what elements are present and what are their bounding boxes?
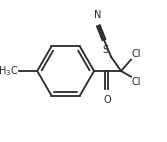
Text: H$_3$C: H$_3$C [0,64,18,78]
Text: Cl: Cl [132,77,141,87]
Text: N: N [94,10,101,20]
Text: O: O [103,95,111,105]
Text: Cl: Cl [132,49,141,59]
Text: S: S [103,45,109,55]
